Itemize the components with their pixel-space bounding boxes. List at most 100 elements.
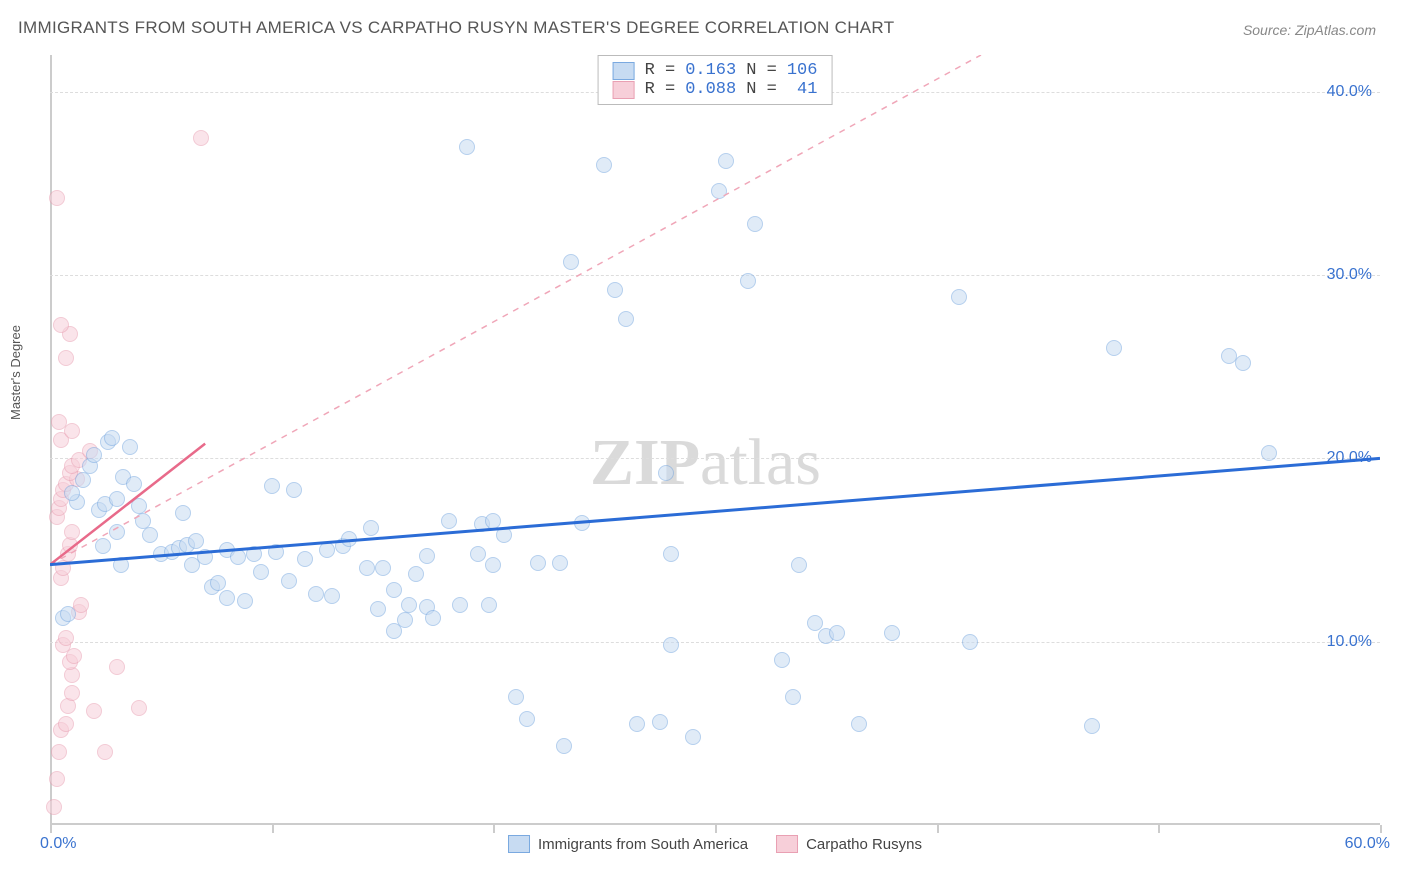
scatter-point (53, 317, 69, 333)
series-label-blue: Immigrants from South America (538, 836, 748, 853)
stat-legend-row-pink: R = 0.088 N = 41 (613, 80, 818, 99)
x-tick (493, 825, 495, 833)
scatter-point (131, 498, 147, 514)
scatter-point (425, 610, 441, 626)
chart-title: IMMIGRANTS FROM SOUTH AMERICA VS CARPATH… (18, 18, 894, 38)
scatter-point (210, 575, 226, 591)
scatter-point (193, 130, 209, 146)
scatter-point (126, 476, 142, 492)
scatter-point (122, 439, 138, 455)
r-label-pink: R = (645, 80, 676, 99)
scatter-point (58, 630, 74, 646)
pink-trend-dashed (50, 55, 981, 565)
scatter-point (408, 566, 424, 582)
scatter-point (363, 520, 379, 536)
scatter-point (286, 482, 302, 498)
scatter-point (86, 703, 102, 719)
n-label-blue: N = (746, 61, 777, 80)
scatter-point (86, 447, 102, 463)
scatter-point (607, 282, 623, 298)
scatter-point (851, 716, 867, 732)
scatter-point (264, 478, 280, 494)
scatter-point (629, 716, 645, 732)
watermark-rest: atlas (700, 426, 821, 499)
y-tick-label: 40.0% (1327, 83, 1372, 101)
scatter-point (230, 549, 246, 565)
scatter-point (1084, 718, 1100, 734)
scatter-point (508, 689, 524, 705)
scatter-point (785, 689, 801, 705)
plot-area: ZIPatlas 10.0%20.0%30.0%40.0% 0.0% 60.0%… (50, 55, 1380, 825)
scatter-point (1261, 445, 1277, 461)
scatter-point (109, 524, 125, 540)
series-label-pink: Carpatho Rusyns (806, 836, 922, 853)
scatter-point (319, 542, 335, 558)
scatter-point (46, 799, 62, 815)
scatter-point (401, 597, 417, 613)
scatter-point (219, 590, 235, 606)
r-label-blue: R = (645, 61, 676, 80)
scatter-point (884, 625, 900, 641)
watermark-bold: ZIP (590, 426, 700, 499)
scatter-point (308, 586, 324, 602)
scatter-point (718, 153, 734, 169)
scatter-point (951, 289, 967, 305)
scatter-point (419, 548, 435, 564)
scatter-point (1235, 355, 1251, 371)
scatter-point (64, 524, 80, 540)
scatter-point (359, 560, 375, 576)
scatter-point (618, 311, 634, 327)
r-value-blue: 0.163 (685, 61, 736, 80)
scatter-point (58, 350, 74, 366)
scatter-point (51, 744, 67, 760)
scatter-point (109, 491, 125, 507)
scatter-point (496, 527, 512, 543)
scatter-point (75, 472, 91, 488)
scatter-point (740, 273, 756, 289)
scatter-point (51, 414, 67, 430)
scatter-point (470, 546, 486, 562)
n-label-pink: N = (746, 80, 777, 99)
x-tick (272, 825, 274, 833)
scatter-point (49, 190, 65, 206)
scatter-point (253, 564, 269, 580)
scatter-point (1106, 340, 1122, 356)
scatter-point (596, 157, 612, 173)
scatter-point (60, 606, 76, 622)
scatter-point (55, 560, 71, 576)
gridline (50, 642, 1380, 643)
y-axis-label: Master's Degree (8, 325, 23, 420)
n-value-pink: 41 (787, 80, 818, 99)
x-tick-label-min: 0.0% (40, 835, 76, 853)
scatter-point (73, 597, 89, 613)
y-tick-label: 10.0% (1327, 633, 1372, 651)
x-tick-label-max: 60.0% (1345, 835, 1390, 853)
series-swatch-pink-icon (776, 835, 798, 853)
scatter-point (246, 546, 262, 562)
scatter-point (563, 254, 579, 270)
scatter-point (556, 738, 572, 754)
scatter-point (658, 465, 674, 481)
scatter-point (711, 183, 727, 199)
scatter-point (64, 423, 80, 439)
scatter-point (142, 527, 158, 543)
y-tick-label: 30.0% (1327, 266, 1372, 284)
scatter-point (104, 430, 120, 446)
scatter-point (281, 573, 297, 589)
scatter-point (64, 485, 80, 501)
r-value-pink: 0.088 (685, 80, 736, 99)
scatter-point (774, 652, 790, 668)
scatter-point (95, 538, 111, 554)
scatter-point (452, 597, 468, 613)
scatter-point (386, 582, 402, 598)
x-tick (50, 825, 52, 833)
scatter-point (485, 557, 501, 573)
x-tick (937, 825, 939, 833)
scatter-point (135, 513, 151, 529)
scatter-point (131, 700, 147, 716)
scatter-point (175, 505, 191, 521)
scatter-point (97, 744, 113, 760)
scatter-point (441, 513, 457, 529)
y-tick-label: 20.0% (1327, 449, 1372, 467)
scatter-point (268, 544, 284, 560)
